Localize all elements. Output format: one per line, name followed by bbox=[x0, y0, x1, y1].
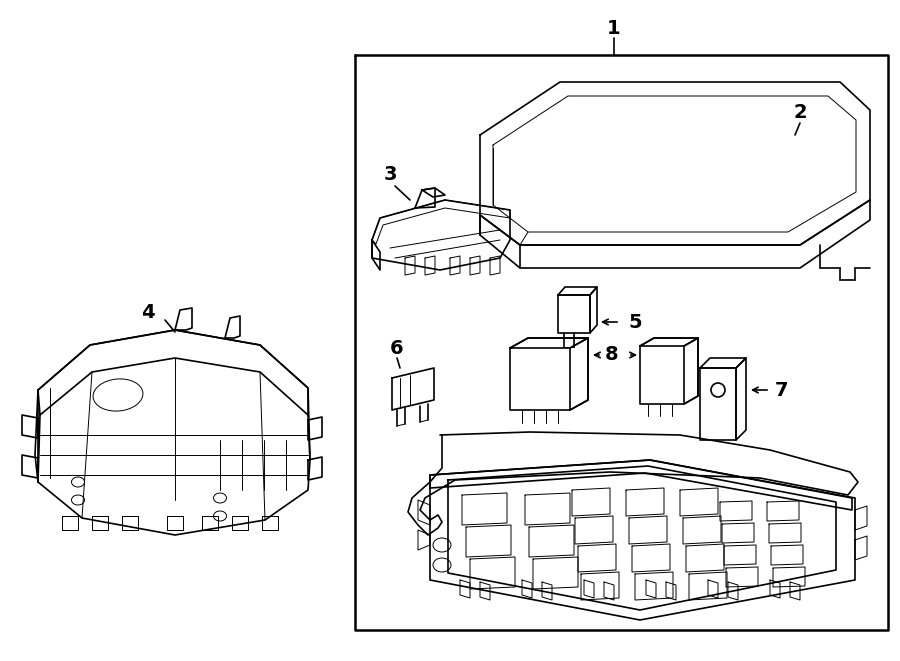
Text: 5: 5 bbox=[628, 313, 642, 332]
Text: 3: 3 bbox=[383, 165, 397, 184]
Text: 6: 6 bbox=[391, 338, 404, 358]
Text: 2: 2 bbox=[793, 102, 806, 122]
Text: 7: 7 bbox=[775, 381, 788, 399]
Text: 1: 1 bbox=[608, 19, 621, 38]
Text: 4: 4 bbox=[141, 303, 155, 321]
Text: 8: 8 bbox=[605, 346, 619, 364]
